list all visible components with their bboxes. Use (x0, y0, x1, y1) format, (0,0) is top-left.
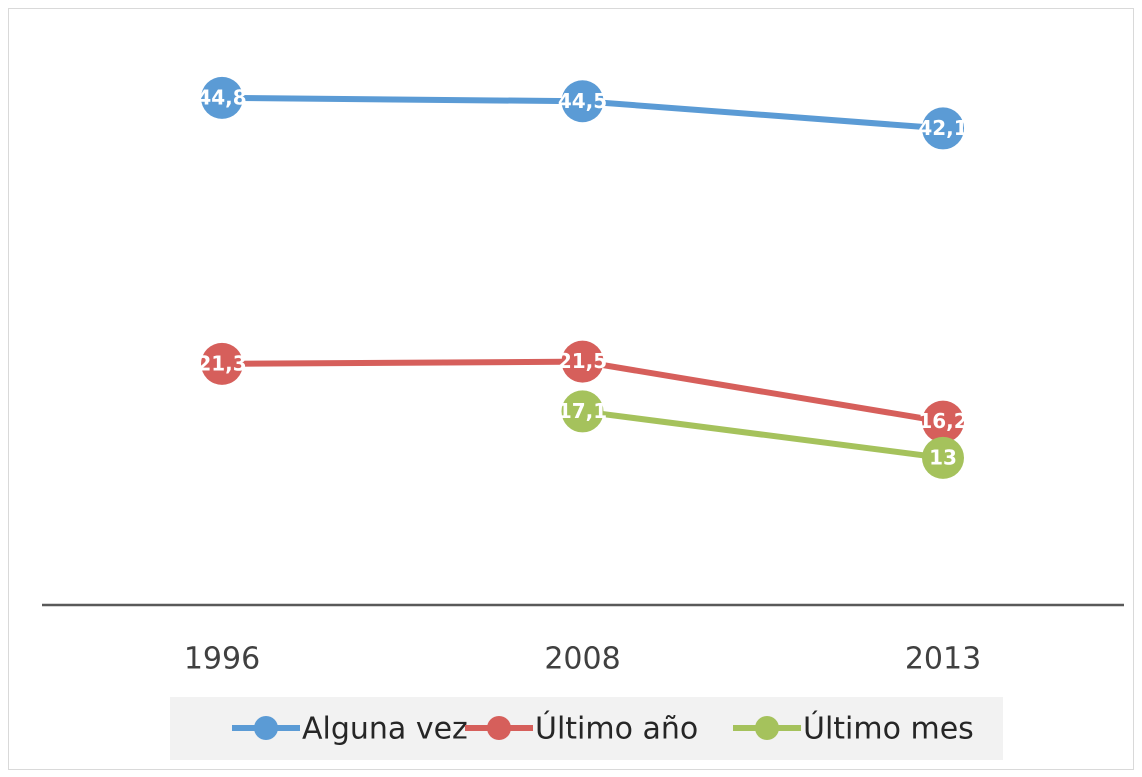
legend-label: Último mes (803, 710, 974, 747)
marker (922, 400, 964, 443)
legend-marker (254, 716, 278, 740)
data-label: 42,1 (918, 116, 967, 140)
legend-marker (755, 716, 779, 740)
legend-box (170, 697, 1003, 760)
legend-marker (487, 716, 511, 740)
legend-label: Alguna vez (302, 712, 468, 747)
data-label: 21,3 (197, 351, 246, 375)
data-label: 16,2 (918, 409, 967, 433)
data-label: 44,8 (197, 85, 246, 109)
series-line (582, 408, 944, 461)
data-label: 13 (929, 445, 957, 469)
x-tick-label: 2013 (905, 642, 981, 677)
x-tick-label: 1996 (184, 642, 260, 677)
legend-label: Último año (535, 710, 698, 747)
data-label: 17,1 (558, 399, 607, 423)
x-tick-label: 2008 (544, 642, 620, 677)
marker (201, 342, 243, 385)
marker (561, 390, 604, 433)
marker (201, 76, 243, 119)
marker (922, 436, 964, 479)
marker (561, 80, 604, 123)
data-label: 21,5 (558, 349, 607, 373)
data-label: 44,5 (558, 89, 607, 113)
marker (561, 340, 604, 383)
marker (922, 107, 964, 150)
